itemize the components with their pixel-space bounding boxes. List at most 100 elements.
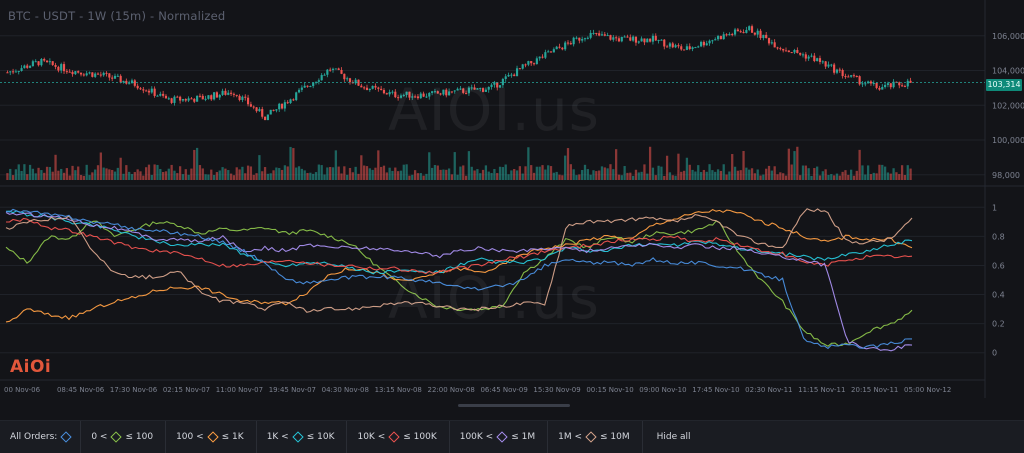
candle-body xyxy=(363,87,366,89)
x-tick-label: 17:30 Nov-06 xyxy=(110,386,158,394)
candle-body xyxy=(708,40,711,44)
candle-body xyxy=(317,80,320,82)
legend-item-all-orders[interactable]: All Orders: xyxy=(0,421,82,453)
candle-body xyxy=(436,91,439,94)
volume-bar xyxy=(776,174,779,180)
volume-bar xyxy=(334,150,337,180)
volume-bar xyxy=(524,166,527,180)
legend-item-0-100[interactable]: 0 < ≤ 100 xyxy=(81,421,167,453)
legend-item-1m-10m[interactable]: 1M < ≤ 10M xyxy=(548,421,643,453)
candle-body xyxy=(496,82,499,88)
candle-body xyxy=(569,43,572,45)
volume-bar xyxy=(770,170,773,180)
volume-bar xyxy=(898,174,901,180)
volume-bar xyxy=(496,173,499,180)
candle-body xyxy=(555,46,558,50)
candle-body xyxy=(592,32,595,34)
volume-bar xyxy=(674,175,677,180)
candle-body xyxy=(552,49,555,53)
legend-item-10k-100k[interactable]: 10K < ≤ 100K xyxy=(347,421,450,453)
candle-body xyxy=(133,80,136,86)
candle-body xyxy=(130,80,134,84)
x-tick-label: 11:15 Nov-11 xyxy=(798,386,845,394)
volume-bar xyxy=(657,165,660,180)
legend-label: 1M < xyxy=(558,432,583,442)
volume-bar xyxy=(827,175,830,180)
volume-bar xyxy=(447,168,451,180)
volume-bar xyxy=(187,174,190,180)
volume-bar xyxy=(360,155,363,180)
volume-bar xyxy=(11,175,15,180)
candle-body xyxy=(414,96,417,98)
candle-body xyxy=(861,83,864,85)
x-tick-label: 11:00 Nov-07 xyxy=(216,386,263,394)
volume-bar xyxy=(541,165,544,180)
candle-body xyxy=(306,85,309,87)
volume-bar xyxy=(48,167,52,180)
volume-bar xyxy=(351,172,354,180)
candle-body xyxy=(603,34,606,36)
legend-bar: All Orders: 0 < ≤ 100 100 < ≤ 1K 1K < ≤ … xyxy=(0,420,1024,453)
volume-bar xyxy=(835,173,839,180)
candle-body xyxy=(176,96,179,98)
volume-bar xyxy=(94,169,97,180)
y-tick-label: 0 xyxy=(992,349,997,358)
volume-bar xyxy=(790,164,793,180)
volume-bar xyxy=(43,172,46,180)
volume-bar xyxy=(895,172,898,180)
candle-body xyxy=(674,45,677,48)
candle-body xyxy=(716,36,720,40)
volume-bar xyxy=(51,171,54,180)
volume-bar xyxy=(102,167,105,180)
candle-body xyxy=(433,91,437,93)
time-scrollbar[interactable] xyxy=(458,404,570,407)
hide-all-button[interactable]: Hide all xyxy=(656,432,691,442)
candle-body xyxy=(85,73,88,76)
candle-body xyxy=(221,90,224,95)
x-tick-label: 08:45 Nov-06 xyxy=(57,386,105,394)
chart-svg[interactable]: 106,000 104,000 102,000 100,000 98,000 1 0.8 0.… xyxy=(0,0,1024,398)
legend-label: 100K < xyxy=(459,432,494,442)
volume-bar xyxy=(566,148,570,180)
volume-bar xyxy=(691,169,694,180)
candle-body xyxy=(498,85,502,88)
candle-body xyxy=(459,88,462,90)
volume-bar xyxy=(224,168,227,180)
legend-item-100k-1m[interactable]: 100K < ≤ 1M xyxy=(450,421,549,453)
candle-body xyxy=(292,99,295,101)
volume-bar xyxy=(507,174,510,180)
candle-body xyxy=(113,75,117,79)
volume-bar xyxy=(818,175,822,180)
candle-body xyxy=(170,98,173,103)
candle-body xyxy=(640,38,643,42)
legend-item-100-1k[interactable]: 100 < ≤ 1K xyxy=(166,421,257,453)
candle-body xyxy=(360,85,363,88)
y-tick-label: 0.8 xyxy=(992,232,1005,241)
candle-body xyxy=(898,82,901,86)
volume-bar xyxy=(719,170,723,180)
candle-body xyxy=(365,87,369,91)
volume-bar xyxy=(312,173,315,180)
volume-bar xyxy=(108,169,111,180)
volume-bar xyxy=(714,171,717,180)
volume-bar xyxy=(142,175,145,180)
candle-body xyxy=(813,55,816,62)
volume-bar xyxy=(292,148,295,180)
volume-bar xyxy=(844,170,847,180)
volume-bar xyxy=(133,172,136,180)
candle-body xyxy=(348,78,352,83)
volume-bar xyxy=(79,174,83,180)
volume-bar xyxy=(883,166,887,180)
candle-body xyxy=(810,55,813,57)
candle-body xyxy=(241,96,244,100)
candle-body xyxy=(382,89,386,94)
legend-item-1k-10k[interactable]: 1K < ≤ 10K xyxy=(257,421,348,453)
candle-body xyxy=(354,79,357,84)
volume-bar xyxy=(215,172,219,180)
chart-area[interactable]: 106,000 104,000 102,000 100,000 98,000 1 0.8 0.… xyxy=(0,0,1024,407)
volume-bar xyxy=(728,171,731,180)
legend-suffix: ≤ 100K xyxy=(403,432,437,442)
volume-bar xyxy=(413,170,417,180)
current-price-tag: 103,314 xyxy=(986,79,1022,91)
candle-body xyxy=(541,56,544,58)
